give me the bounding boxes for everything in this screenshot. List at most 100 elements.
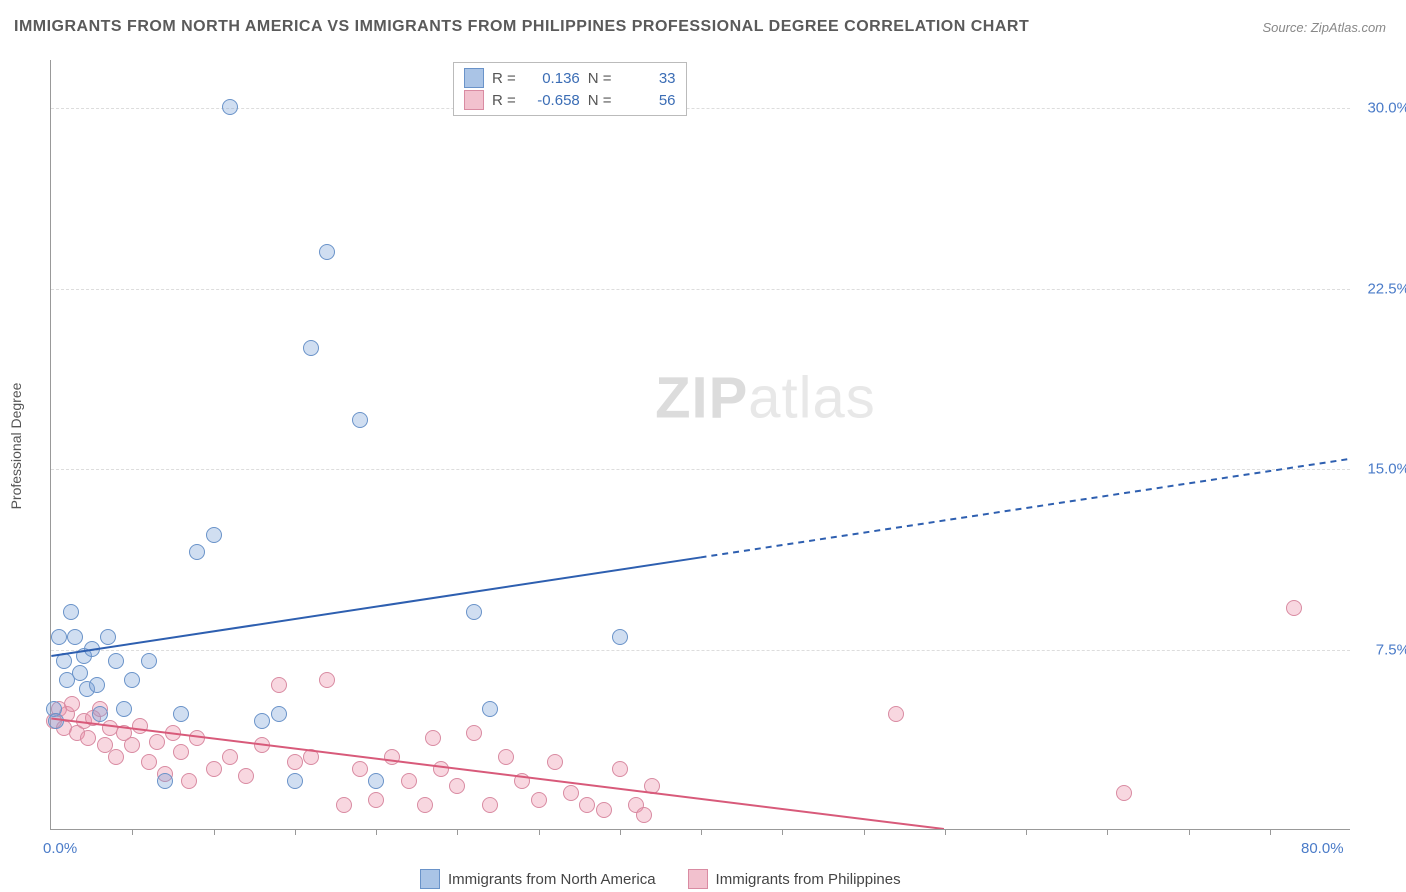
data-point-philippines xyxy=(579,797,595,813)
data-point-philippines xyxy=(352,761,368,777)
data-point-philippines xyxy=(888,706,904,722)
data-point-philippines xyxy=(433,761,449,777)
data-point-philippines xyxy=(303,749,319,765)
data-point-philippines xyxy=(141,754,157,770)
data-point-north-america xyxy=(173,706,189,722)
plot-area: ZIPatlas 7.5%15.0%22.5%30.0%0.0%80.0% xyxy=(50,60,1350,830)
data-point-philippines xyxy=(531,792,547,808)
data-point-philippines xyxy=(189,730,205,746)
legend-item-north-america: Immigrants from North America xyxy=(420,869,656,889)
data-point-philippines xyxy=(401,773,417,789)
legend-label-na: Immigrants from North America xyxy=(448,871,656,888)
gridline xyxy=(51,289,1350,290)
data-point-north-america xyxy=(67,629,83,645)
data-point-philippines xyxy=(336,797,352,813)
r-label: R = xyxy=(492,70,516,87)
data-point-north-america xyxy=(222,99,238,115)
watermark-bold: ZIP xyxy=(655,366,748,431)
watermark: ZIPatlas xyxy=(655,365,876,432)
legend-row-north-america: R = 0.136 N = 33 xyxy=(464,67,676,89)
n-label: N = xyxy=(588,70,612,87)
data-point-philippines xyxy=(222,749,238,765)
data-point-philippines xyxy=(449,778,465,794)
data-point-philippines xyxy=(108,749,124,765)
data-point-philippines xyxy=(287,754,303,770)
data-point-philippines xyxy=(1286,600,1302,616)
data-point-north-america xyxy=(303,340,319,356)
data-point-philippines xyxy=(482,797,498,813)
x-tick xyxy=(1107,829,1108,835)
swatch-philippines-icon xyxy=(688,869,708,889)
data-point-philippines xyxy=(636,807,652,823)
data-point-philippines xyxy=(368,792,384,808)
data-point-north-america xyxy=(56,653,72,669)
x-tick xyxy=(376,829,377,835)
data-point-philippines xyxy=(514,773,530,789)
swatch-philippines xyxy=(464,90,484,110)
y-tick-label: 7.5% xyxy=(1376,641,1406,658)
x-tick xyxy=(782,829,783,835)
data-point-philippines xyxy=(165,725,181,741)
data-point-philippines xyxy=(80,730,96,746)
data-point-philippines xyxy=(1116,785,1132,801)
data-point-philippines xyxy=(466,725,482,741)
data-point-philippines xyxy=(417,797,433,813)
x-tick xyxy=(214,829,215,835)
data-point-philippines xyxy=(319,672,335,688)
data-point-north-america xyxy=(84,641,100,657)
data-point-philippines xyxy=(254,737,270,753)
data-point-north-america xyxy=(116,701,132,717)
data-point-philippines xyxy=(644,778,660,794)
data-point-philippines xyxy=(238,768,254,784)
data-point-philippines xyxy=(149,734,165,750)
legend-label-ph: Immigrants from Philippines xyxy=(716,871,901,888)
n-label: N = xyxy=(588,92,612,109)
data-point-north-america xyxy=(72,665,88,681)
data-point-north-america xyxy=(141,653,157,669)
r-label: R = xyxy=(492,92,516,109)
data-point-north-america xyxy=(92,706,108,722)
data-point-north-america xyxy=(319,244,335,260)
data-point-philippines xyxy=(547,754,563,770)
x-tick xyxy=(295,829,296,835)
data-point-north-america xyxy=(63,604,79,620)
data-point-philippines xyxy=(596,802,612,818)
legend-item-philippines: Immigrants from Philippines xyxy=(688,869,901,889)
watermark-light: atlas xyxy=(748,366,876,431)
correlation-legend: R = 0.136 N = 33 R = -0.658 N = 56 xyxy=(453,62,687,116)
data-point-north-america xyxy=(48,713,64,729)
data-point-north-america xyxy=(206,527,222,543)
data-point-philippines xyxy=(563,785,579,801)
x-tick xyxy=(457,829,458,835)
data-point-north-america xyxy=(51,629,67,645)
data-point-north-america xyxy=(157,773,173,789)
data-point-north-america xyxy=(89,677,105,693)
data-point-north-america xyxy=(287,773,303,789)
swatch-north-america xyxy=(464,68,484,88)
data-point-philippines xyxy=(425,730,441,746)
gridline xyxy=(51,469,1350,470)
n-value-na: 33 xyxy=(620,70,676,87)
data-point-philippines xyxy=(64,696,80,712)
data-point-philippines xyxy=(206,761,222,777)
y-tick-label: 15.0% xyxy=(1367,461,1406,478)
y-tick-label: 30.0% xyxy=(1367,100,1406,117)
x-tick xyxy=(1189,829,1190,835)
data-point-north-america xyxy=(482,701,498,717)
data-point-north-america xyxy=(124,672,140,688)
data-point-philippines xyxy=(132,718,148,734)
y-axis-title: Professional Degree xyxy=(8,383,24,510)
x-tick xyxy=(132,829,133,835)
data-point-philippines xyxy=(102,720,118,736)
legend-row-philippines: R = -0.658 N = 56 xyxy=(464,89,676,111)
swatch-north-america-icon xyxy=(420,869,440,889)
data-point-north-america xyxy=(466,604,482,620)
data-point-philippines xyxy=(271,677,287,693)
trend-lines-layer xyxy=(51,60,1350,829)
x-tick xyxy=(701,829,702,835)
x-tick xyxy=(539,829,540,835)
x-tick xyxy=(1270,829,1271,835)
data-point-philippines xyxy=(384,749,400,765)
data-point-north-america xyxy=(352,412,368,428)
x-tick xyxy=(864,829,865,835)
